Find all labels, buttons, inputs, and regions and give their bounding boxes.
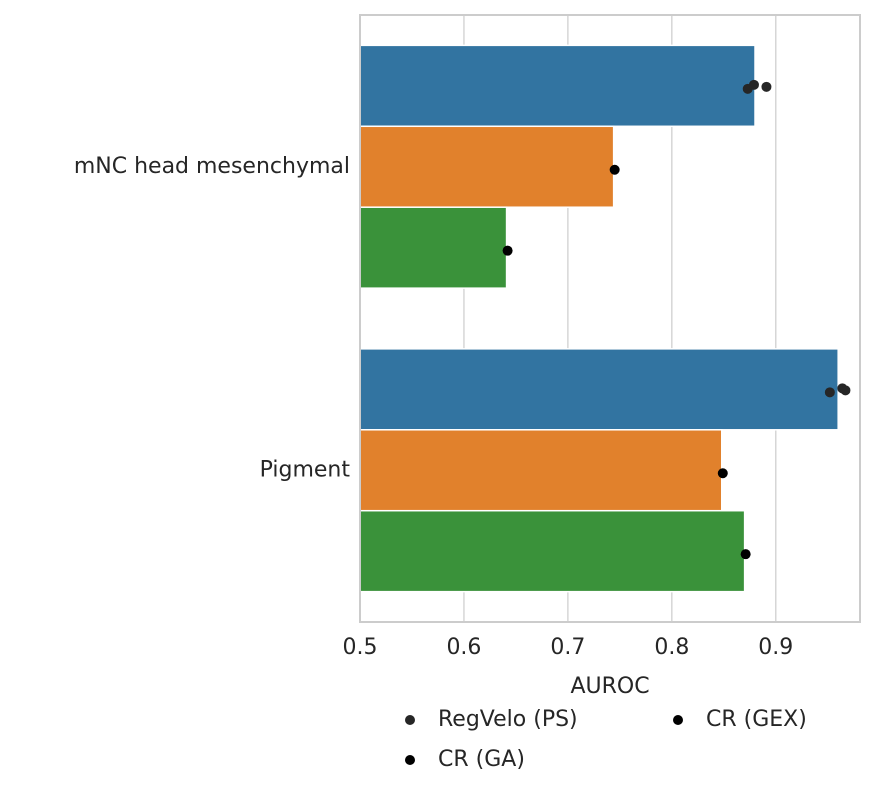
bar [359,44,756,128]
legend-label: RegVelo (PS) [438,707,578,732]
x-tick-label: 0.9 [758,635,793,660]
plot-frame [359,14,861,623]
data-point [761,81,772,92]
legend-marker [405,755,415,765]
x-tick-label: 0.6 [446,635,481,660]
legend-marker [673,715,683,725]
legend-label: CR (GEX) [706,707,807,732]
y-tick-label: mNC head mesenchymal [74,154,350,179]
x-tick-label: 0.7 [550,635,585,660]
data-point [502,245,513,256]
bar [359,125,615,208]
x-axis-label: AUROC [570,674,649,699]
legend-marker [405,715,415,725]
bar [359,206,508,289]
legend-label: CR (GA) [438,747,525,772]
bar [359,509,746,593]
bar [359,348,839,431]
data-point [840,385,851,396]
data-point [740,549,751,560]
y-tick-label: Pigment [260,457,351,482]
x-tick-label: 0.8 [654,635,689,660]
data-point [717,468,728,479]
x-tick-label: 0.5 [343,635,378,660]
data-point [748,79,759,90]
bar [359,429,723,512]
data-point [609,164,620,175]
data-point [824,387,835,398]
